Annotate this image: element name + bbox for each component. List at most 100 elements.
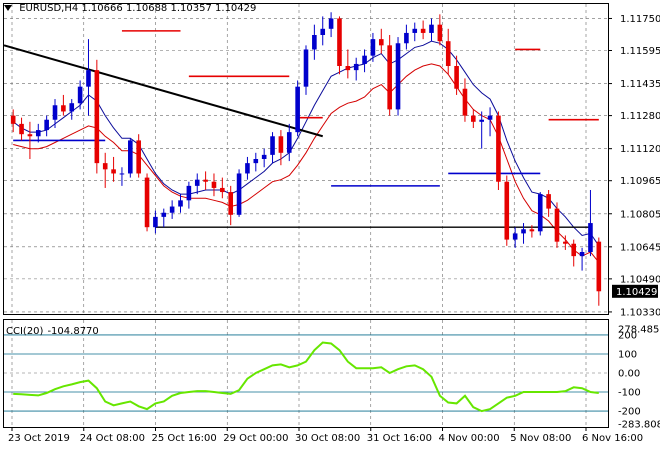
candle-body	[554, 208, 560, 242]
cci-line-group	[13, 341, 599, 413]
candle-body	[295, 86, 300, 133]
main-panel-frame	[3, 3, 609, 315]
candle-body	[479, 119, 484, 122]
close-value: 1.10429	[215, 3, 257, 14]
candle-body	[378, 39, 384, 46]
candle-body	[144, 177, 150, 228]
candle-body	[320, 28, 326, 35]
price-tick-label: 1.11435	[620, 79, 660, 90]
time-tick-label: 30 Oct 08:00	[295, 433, 360, 444]
candle-body	[203, 179, 208, 182]
candle-body	[52, 105, 58, 120]
cci-axis: 278.4853200 100 0.00 -100 -200 -283.8085	[618, 325, 660, 431]
cci-name: CCI(20)	[6, 326, 44, 337]
candle-body	[537, 194, 543, 232]
candle-body	[211, 181, 217, 188]
candle-body	[404, 32, 409, 44]
candle-body	[303, 49, 309, 87]
price-tick-label: 1.11595	[620, 46, 660, 57]
cci-line	[13, 341, 599, 413]
low-value: 1.10357	[170, 3, 212, 14]
candle-body	[270, 136, 275, 155]
price-tick-label: 1.10645	[620, 242, 660, 253]
candle-body	[278, 136, 284, 153]
ma-fast-line	[12, 40, 600, 247]
candle-body	[362, 55, 367, 64]
collapse-triangle-icon[interactable]	[4, 5, 12, 11]
candle-body	[245, 163, 250, 174]
candle-body	[437, 24, 443, 42]
candle-body	[521, 229, 526, 234]
candle-body	[253, 159, 259, 164]
price-tick-label: 1.10805	[620, 209, 660, 220]
time-tick-label: 5 Nov 08:00	[510, 433, 571, 444]
time-tick-label: 6 Nov 16:00	[582, 433, 643, 444]
candle-body	[194, 179, 200, 186]
candle-body	[529, 229, 535, 232]
candle-body	[345, 66, 351, 71]
candle-body	[128, 140, 133, 174]
candle-body	[496, 115, 501, 182]
candle-body	[395, 43, 401, 110]
open-value: 1.10666	[81, 3, 123, 14]
candle-body	[286, 132, 292, 153]
candle-body	[512, 233, 518, 240]
cci-tick-label: -283.8085	[618, 420, 660, 431]
candle-body	[169, 206, 175, 213]
high-value: 1.10688	[125, 3, 168, 14]
candle-body	[35, 130, 41, 137]
cci-tick-label: -200	[618, 407, 641, 418]
price-tick-label: 1.11120	[620, 144, 660, 155]
candle-body	[588, 223, 593, 252]
time-tick-label: 4 Nov 00:00	[439, 433, 500, 444]
price-tick-label: 1.11280	[620, 111, 660, 122]
candle-body	[186, 185, 192, 201]
cci-header: CCI(20) -104.8770	[6, 326, 103, 337]
candle-body	[579, 252, 585, 257]
candle-body	[596, 241, 602, 292]
cci-level-lines	[4, 334, 608, 412]
candle-body	[387, 45, 392, 110]
candle-body	[420, 28, 426, 33]
symbol-label: EURUSD,H4	[19, 3, 79, 14]
price-tick-label: 1.11750	[620, 14, 660, 25]
candle-body	[429, 24, 434, 33]
candle-body	[119, 173, 125, 175]
price-tick-label: 1.10330	[620, 307, 660, 318]
candle-body	[504, 181, 510, 240]
candle-body	[69, 103, 75, 112]
candle-body	[44, 119, 49, 131]
candle-body	[337, 18, 342, 66]
cci-tick-label: 200	[618, 330, 637, 341]
price-axis: 1.11750 1.11595 1.11435 1.11280 1.11120 1.109…	[608, 14, 660, 318]
candle-body	[571, 243, 577, 257]
candle-body	[27, 134, 33, 137]
candle-body	[220, 187, 225, 193]
time-tick-label: 23 Oct 2019	[8, 433, 70, 444]
candle-body	[471, 115, 476, 122]
candle-body	[161, 212, 167, 217]
candle-body	[563, 241, 568, 244]
candle-body	[178, 200, 183, 207]
current-price-tag-text: 1.10429	[616, 287, 657, 298]
candle-body	[111, 169, 116, 174]
cci-tick-label: 278.4853	[618, 325, 660, 336]
cci-tick-label: 100	[618, 349, 637, 360]
candle-body	[328, 18, 334, 29]
trendline	[3, 44, 324, 138]
cci-value: -104.8770	[47, 326, 99, 337]
candle-body	[546, 194, 551, 209]
candle-body	[261, 154, 267, 159]
candles	[10, 12, 602, 306]
candle-body	[412, 28, 418, 33]
candle-body	[102, 163, 108, 170]
time-axis: 23 Oct 2019 24 Oct 08:00 25 Oct 16:00 29 Oc…	[8, 427, 643, 444]
ma-slow-line	[13, 63, 600, 263]
candle-body	[370, 39, 376, 56]
chart-header: EURUSD,H4 1.10666 1.10688 1.10357 1.1042…	[4, 3, 256, 14]
price-tick-label: 1.10490	[620, 274, 660, 285]
candle-body	[86, 70, 91, 87]
